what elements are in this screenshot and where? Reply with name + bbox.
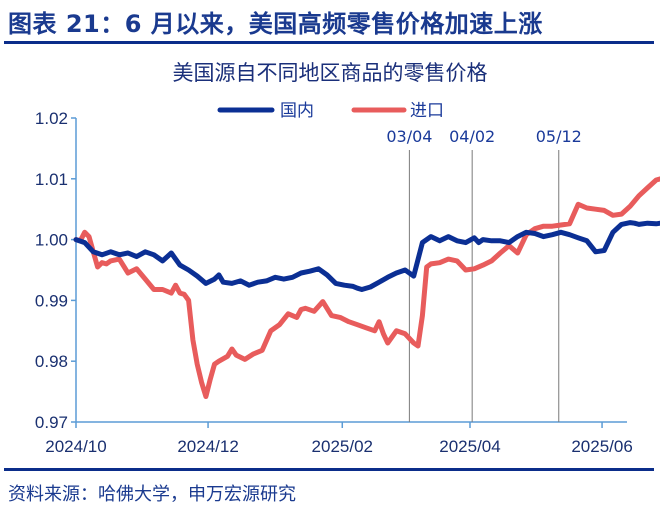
x-tick-label: 2025/04 <box>439 437 500 456</box>
figure-title: 图表 21：6 月以来，美国高频零售价格加速上涨 <box>8 10 543 38</box>
footer-divider <box>4 468 654 471</box>
source-note: 资料来源：哈佛大学，申万宏源研究 <box>8 484 296 505</box>
title-divider <box>4 41 654 44</box>
y-tick-label: 1.01 <box>35 170 68 189</box>
line-chart: 美国源自不同地区商品的零售价格 国内 进口 1.02 1.01 1.00 0.99 0.… <box>35 61 660 456</box>
series-lines <box>73 176 660 399</box>
x-tick-label: 2024/10 <box>45 437 106 456</box>
event-marker-label: 04/02 <box>449 127 495 146</box>
y-tick-label: 1.00 <box>35 231 68 250</box>
x-tick-label: 2025/02 <box>312 437 373 456</box>
x-axis: 2024/10 2024/12 2025/02 2025/04 2025/06 <box>45 421 633 456</box>
series-domestic <box>73 220 660 292</box>
chart-title: 美国源自不同地区商品的零售价格 <box>173 61 488 85</box>
x-tick-label: 2024/12 <box>177 437 238 456</box>
event-marker-label: 03/04 <box>386 127 432 146</box>
y-tick-label: 0.99 <box>35 291 68 310</box>
y-tick-label: 0.98 <box>35 352 68 371</box>
legend: 国内 进口 <box>217 101 444 121</box>
event-marker-label: 05/12 <box>536 127 582 146</box>
legend-label-import: 进口 <box>410 101 444 121</box>
event-markers: 03/04 04/02 05/12 <box>386 127 582 422</box>
y-tick-label: 1.02 <box>35 109 68 128</box>
series-import <box>73 176 660 399</box>
x-tick-label: 2025/06 <box>571 437 632 456</box>
y-axis: 1.02 1.01 1.00 0.99 0.98 0.97 <box>35 109 77 432</box>
legend-label-domestic: 国内 <box>280 101 314 121</box>
y-tick-label: 0.97 <box>35 413 68 432</box>
